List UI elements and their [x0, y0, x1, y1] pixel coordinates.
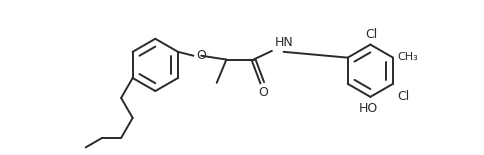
Text: CH₃: CH₃: [397, 52, 418, 62]
Text: O: O: [196, 49, 206, 62]
Text: Cl: Cl: [364, 28, 377, 41]
Text: O: O: [258, 86, 268, 99]
Text: Cl: Cl: [396, 90, 408, 103]
Text: HN: HN: [274, 36, 293, 49]
Text: HO: HO: [358, 102, 378, 115]
